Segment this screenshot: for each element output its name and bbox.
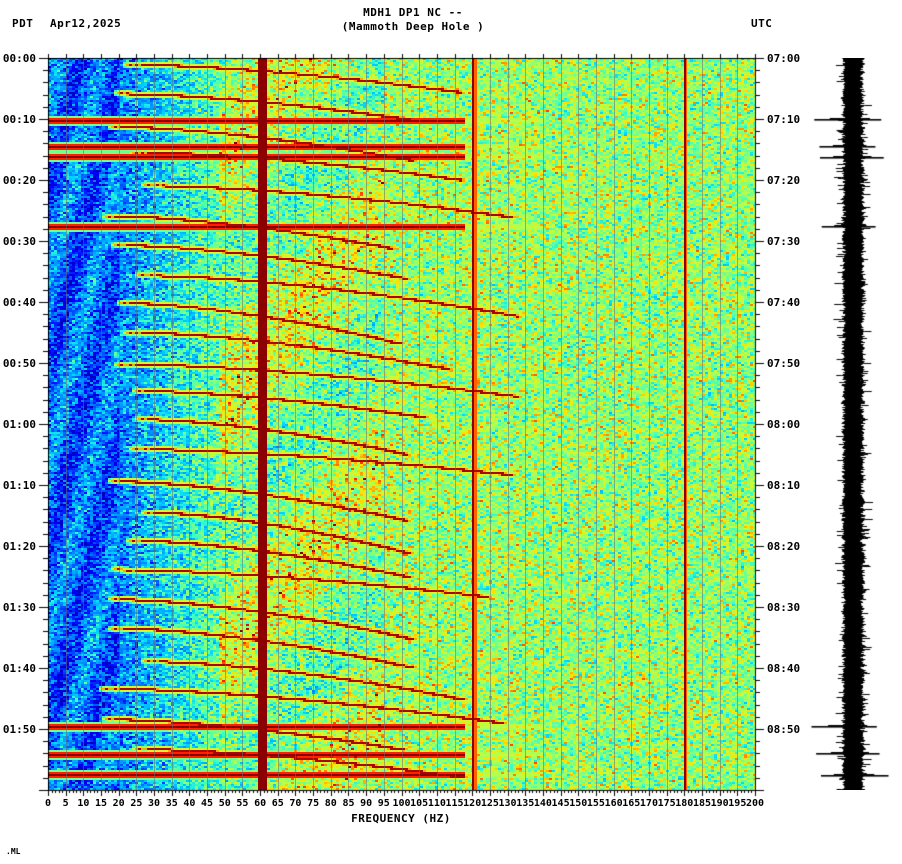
frequency-tick-label: 60 <box>254 798 267 809</box>
frequency-tick-label: 140 <box>533 798 552 809</box>
frequency-tick-label: 145 <box>551 798 570 809</box>
frequency-tick-label: 150 <box>569 798 588 809</box>
frequency-tick-label: 160 <box>604 798 623 809</box>
left-time-tick-label: 01:50 <box>2 723 36 736</box>
frequency-tick-label: 0 <box>44 798 52 809</box>
frequency-tick-label: 55 <box>236 798 249 809</box>
left-time-tick-label: 00:10 <box>2 113 36 126</box>
frequency-tick-label: 95 <box>377 798 390 809</box>
frequency-tick-label: 5 <box>62 798 69 809</box>
frequency-tick-label: 125 <box>480 798 499 809</box>
frequency-tick-label: 105 <box>410 798 429 809</box>
spectrogram-image[interactable] <box>48 58 755 790</box>
frequency-tick-label: 175 <box>657 798 676 809</box>
left-time-tick-label: 01:40 <box>2 662 36 675</box>
frequency-tick-label: 35 <box>165 798 178 809</box>
helicorder-trace[interactable] <box>805 58 902 790</box>
left-time-tick-label: 01:30 <box>2 601 36 614</box>
right-time-tick-label: 08:10 <box>767 479 801 492</box>
right-time-tick-label: 07:40 <box>767 296 801 309</box>
frequency-tick-label: 170 <box>639 798 658 809</box>
left-time-tick-label: 00:00 <box>2 52 36 65</box>
frequency-tick-label: 120 <box>463 798 482 809</box>
frequency-tick-label: 75 <box>307 798 320 809</box>
frequency-tick-label: 25 <box>130 798 143 809</box>
left-time-tick-label: 01:10 <box>2 479 36 492</box>
right-time-tick-label: 07:10 <box>767 113 801 126</box>
right-time-tick-label: 08:40 <box>767 662 801 675</box>
right-time-tick-label: 08:30 <box>767 601 801 614</box>
frequency-tick-label: 45 <box>201 798 214 809</box>
page-subtitle: (Mammoth Deep Hole ) <box>341 20 485 33</box>
frequency-tick-label: 110 <box>427 798 446 809</box>
right-time-tick-label: 07:30 <box>767 235 801 248</box>
spectrogram-plot[interactable] <box>48 58 755 790</box>
right-time-tick-label: 07:20 <box>767 174 801 187</box>
left-time-tick-label: 01:20 <box>2 540 36 553</box>
right-time-tick-label: 08:50 <box>767 723 801 736</box>
frequency-axis-title: FREQUENCY (HZ) <box>351 812 451 825</box>
frequency-tick-label: 70 <box>289 798 302 809</box>
page-title: MDH1 DP1 NC -- <box>363 6 463 19</box>
left-time-tick-label: 00:30 <box>2 235 36 248</box>
left-time-tick-label: 00:20 <box>2 174 36 187</box>
left-time-tick-label: 00:40 <box>2 296 36 309</box>
helicorder-trace-panel[interactable] <box>805 58 902 790</box>
frequency-tick-label: 190 <box>710 798 729 809</box>
right-time-tick-label: 07:00 <box>767 52 801 65</box>
frequency-tick-label: 100 <box>392 798 411 809</box>
frequency-tick-label: 50 <box>218 798 231 809</box>
frequency-tick-label: 185 <box>692 798 711 809</box>
frequency-tick-label: 15 <box>94 798 108 809</box>
frequency-tick-label: 130 <box>498 798 517 809</box>
right-time-tick-label: 08:00 <box>767 418 801 431</box>
right-time-tick-label: 08:20 <box>767 540 801 553</box>
frequency-tick-label: 115 <box>445 798 464 809</box>
frequency-tick-label: 165 <box>622 798 641 809</box>
frequency-tick-label: 155 <box>586 798 605 809</box>
frequency-tick-label: 40 <box>183 798 196 809</box>
frequency-tick-label: 195 <box>728 798 747 809</box>
frequency-tick-label: 20 <box>112 798 125 809</box>
frequency-tick-label: 135 <box>516 798 535 809</box>
frequency-tick-label: 65 <box>271 798 284 809</box>
frequency-tick-label: 180 <box>675 798 694 809</box>
corner-mark: .ML <box>6 847 21 856</box>
utc-label: UTC <box>751 17 773 30</box>
frequency-tick-label: 85 <box>342 798 355 809</box>
frequency-tick-label: 30 <box>148 798 161 809</box>
right-time-tick-label: 07:50 <box>767 357 801 370</box>
frequency-tick-label: 80 <box>324 798 337 809</box>
frequency-tick-label: 200 <box>745 798 765 809</box>
frequency-tick-label: 10 <box>77 798 90 809</box>
left-time-tick-label: 00:50 <box>2 357 36 370</box>
frequency-tick-label: 90 <box>360 798 373 809</box>
left-time-tick-label: 01:00 <box>2 418 36 431</box>
